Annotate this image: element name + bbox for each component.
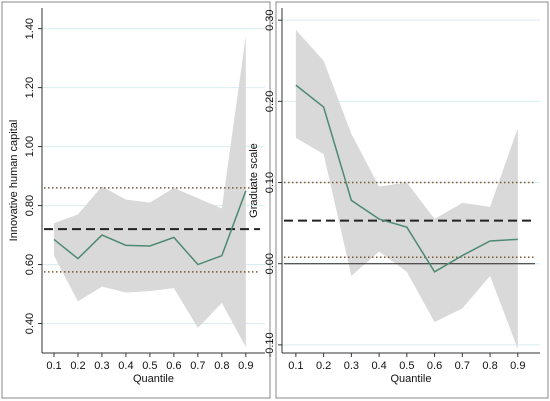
y-tick-label: 0.80	[24, 195, 36, 216]
x-tick-label: 0.4	[371, 360, 386, 372]
x-tick-label: 0.5	[399, 360, 414, 372]
y-tick-label: 0.30	[264, 9, 276, 30]
y-tick-label: 0.10	[264, 172, 276, 193]
x-axis-label: Quantile	[391, 373, 432, 385]
confidence-band	[295, 29, 518, 349]
y-axis-label: Innovative human capital	[8, 120, 20, 242]
x-tick-label: 0.9	[510, 360, 525, 372]
estimate-line	[295, 84, 518, 273]
y-tick-label: 1.40	[24, 18, 36, 39]
x-tick-label: 0.9	[238, 360, 253, 372]
x-tick-label: 0.7	[190, 360, 205, 372]
confidence-band	[53, 36, 246, 348]
y-tick-label: 1.00	[24, 136, 36, 157]
x-axis-label: Quantile	[133, 373, 174, 385]
x-tick-label: 0.6	[166, 360, 181, 372]
x-tick-label: 0.4	[118, 360, 133, 372]
panel-frame	[1, 1, 271, 399]
x-tick-label: 0.7	[455, 360, 470, 372]
x-tick-label: 0.2	[70, 360, 85, 372]
estimate-line	[53, 190, 247, 266]
y-tick-label: 1.20	[24, 77, 36, 98]
y-axis-label: Graduate scale	[248, 143, 260, 218]
x-tick-label: 0.1	[288, 360, 303, 372]
y-tick-label: 0.00	[264, 253, 276, 274]
y-tick-label: 0.60	[24, 254, 36, 275]
x-tick-label: 0.6	[427, 360, 442, 372]
x-tick-label: 0.3	[94, 360, 109, 372]
y-tick-label: 0.20	[264, 91, 276, 112]
x-tick-label: 0.1	[46, 360, 61, 372]
x-tick-label: 0.3	[344, 360, 359, 372]
y-tick-label: -0.10	[264, 332, 276, 357]
x-tick-label: 0.5	[142, 360, 157, 372]
x-tick-label: 0.8	[482, 360, 497, 372]
panel-frame	[275, 1, 549, 399]
x-tick-label: 0.2	[316, 360, 331, 372]
x-tick-label: 0.8	[214, 360, 229, 372]
y-tick-label: 0.40	[24, 313, 36, 334]
